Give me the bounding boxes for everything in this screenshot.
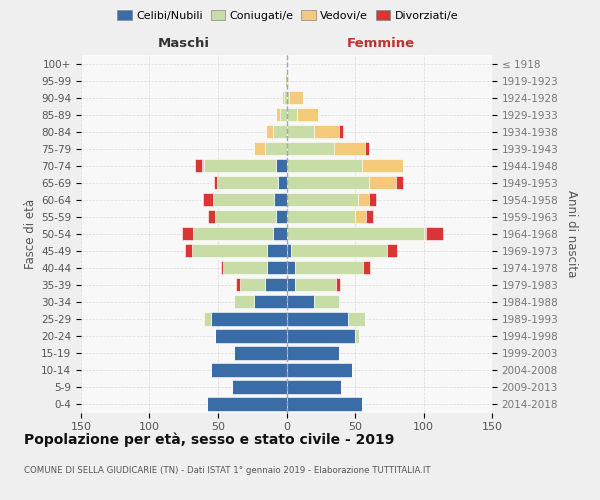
Bar xyxy=(366,210,373,224)
Bar xyxy=(355,330,359,342)
Bar xyxy=(336,278,340,291)
Y-axis label: Fasce di età: Fasce di età xyxy=(24,198,37,269)
Bar xyxy=(287,364,352,376)
Bar xyxy=(265,142,287,156)
Bar xyxy=(205,159,275,172)
Bar xyxy=(314,295,338,308)
Bar xyxy=(355,210,366,224)
Bar xyxy=(212,193,274,206)
Bar xyxy=(362,159,403,172)
Bar xyxy=(203,312,204,326)
Bar xyxy=(287,108,298,121)
Bar xyxy=(214,176,217,190)
Bar xyxy=(287,91,289,104)
Bar xyxy=(285,74,287,87)
Bar xyxy=(192,244,268,258)
Bar xyxy=(235,295,254,308)
Bar xyxy=(221,261,223,274)
Bar xyxy=(287,125,314,138)
Bar xyxy=(217,176,278,190)
Bar xyxy=(193,227,273,240)
Bar xyxy=(295,278,336,291)
Bar xyxy=(287,57,288,70)
Bar xyxy=(215,330,287,342)
Bar xyxy=(211,364,287,376)
Bar xyxy=(287,159,362,172)
Bar xyxy=(202,159,204,172)
Bar xyxy=(211,312,287,326)
Bar xyxy=(287,312,348,326)
Bar xyxy=(287,330,355,342)
Bar xyxy=(288,74,289,87)
Bar xyxy=(254,142,265,156)
Bar xyxy=(298,108,318,121)
Bar xyxy=(287,244,290,258)
Bar xyxy=(265,278,287,291)
Text: Popolazione per età, sesso e stato civile - 2019: Popolazione per età, sesso e stato civil… xyxy=(24,432,394,447)
Bar xyxy=(287,142,334,156)
Bar xyxy=(287,210,355,224)
Bar xyxy=(275,210,287,224)
Bar xyxy=(280,108,287,121)
Bar xyxy=(203,193,212,206)
Bar xyxy=(182,227,193,240)
Bar xyxy=(287,193,358,206)
Bar xyxy=(287,295,314,308)
Bar xyxy=(338,125,343,138)
Text: Maschi: Maschi xyxy=(158,36,210,50)
Legend: Celibi/Nubili, Coniugati/e, Vedovi/e, Divorziati/e: Celibi/Nubili, Coniugati/e, Vedovi/e, Di… xyxy=(113,6,463,25)
Bar xyxy=(254,295,287,308)
Bar xyxy=(207,398,287,410)
Bar xyxy=(283,91,284,104)
Bar xyxy=(195,159,202,172)
Bar xyxy=(314,125,338,138)
Bar xyxy=(284,91,287,104)
Bar xyxy=(185,244,192,258)
Bar xyxy=(363,261,370,274)
Bar xyxy=(240,278,265,291)
Bar xyxy=(268,244,287,258)
Bar xyxy=(223,261,268,274)
Bar xyxy=(205,312,211,326)
Bar xyxy=(236,278,240,291)
Bar xyxy=(208,210,215,224)
Bar xyxy=(273,125,287,138)
Bar xyxy=(232,380,287,394)
Bar xyxy=(287,227,424,240)
Bar xyxy=(274,193,287,206)
Bar xyxy=(295,261,363,274)
Bar xyxy=(358,193,369,206)
Bar xyxy=(275,108,280,121)
Text: COMUNE DI SELLA GIUDICARIE (TN) - Dati ISTAT 1° gennaio 2019 - Elaborazione TUTT: COMUNE DI SELLA GIUDICARIE (TN) - Dati I… xyxy=(24,466,431,475)
Bar xyxy=(334,142,365,156)
Y-axis label: Anni di nascita: Anni di nascita xyxy=(565,190,578,278)
Bar xyxy=(266,125,273,138)
Bar xyxy=(290,244,386,258)
Bar xyxy=(287,74,288,87)
Bar xyxy=(235,346,287,360)
Bar xyxy=(287,176,369,190)
Bar xyxy=(369,193,376,206)
Text: Femmine: Femmine xyxy=(347,36,415,50)
Bar xyxy=(424,227,426,240)
Bar xyxy=(287,261,295,274)
Bar xyxy=(273,227,287,240)
Bar xyxy=(426,227,443,240)
Bar xyxy=(287,380,341,394)
Bar xyxy=(365,142,369,156)
Bar xyxy=(287,346,338,360)
Bar xyxy=(386,244,397,258)
Bar xyxy=(275,159,287,172)
Bar xyxy=(287,278,295,291)
Bar xyxy=(268,261,287,274)
Bar xyxy=(396,176,403,190)
Bar xyxy=(369,176,396,190)
Bar xyxy=(215,210,275,224)
Bar xyxy=(287,398,362,410)
Bar xyxy=(289,91,303,104)
Bar xyxy=(348,312,365,326)
Bar xyxy=(278,176,287,190)
